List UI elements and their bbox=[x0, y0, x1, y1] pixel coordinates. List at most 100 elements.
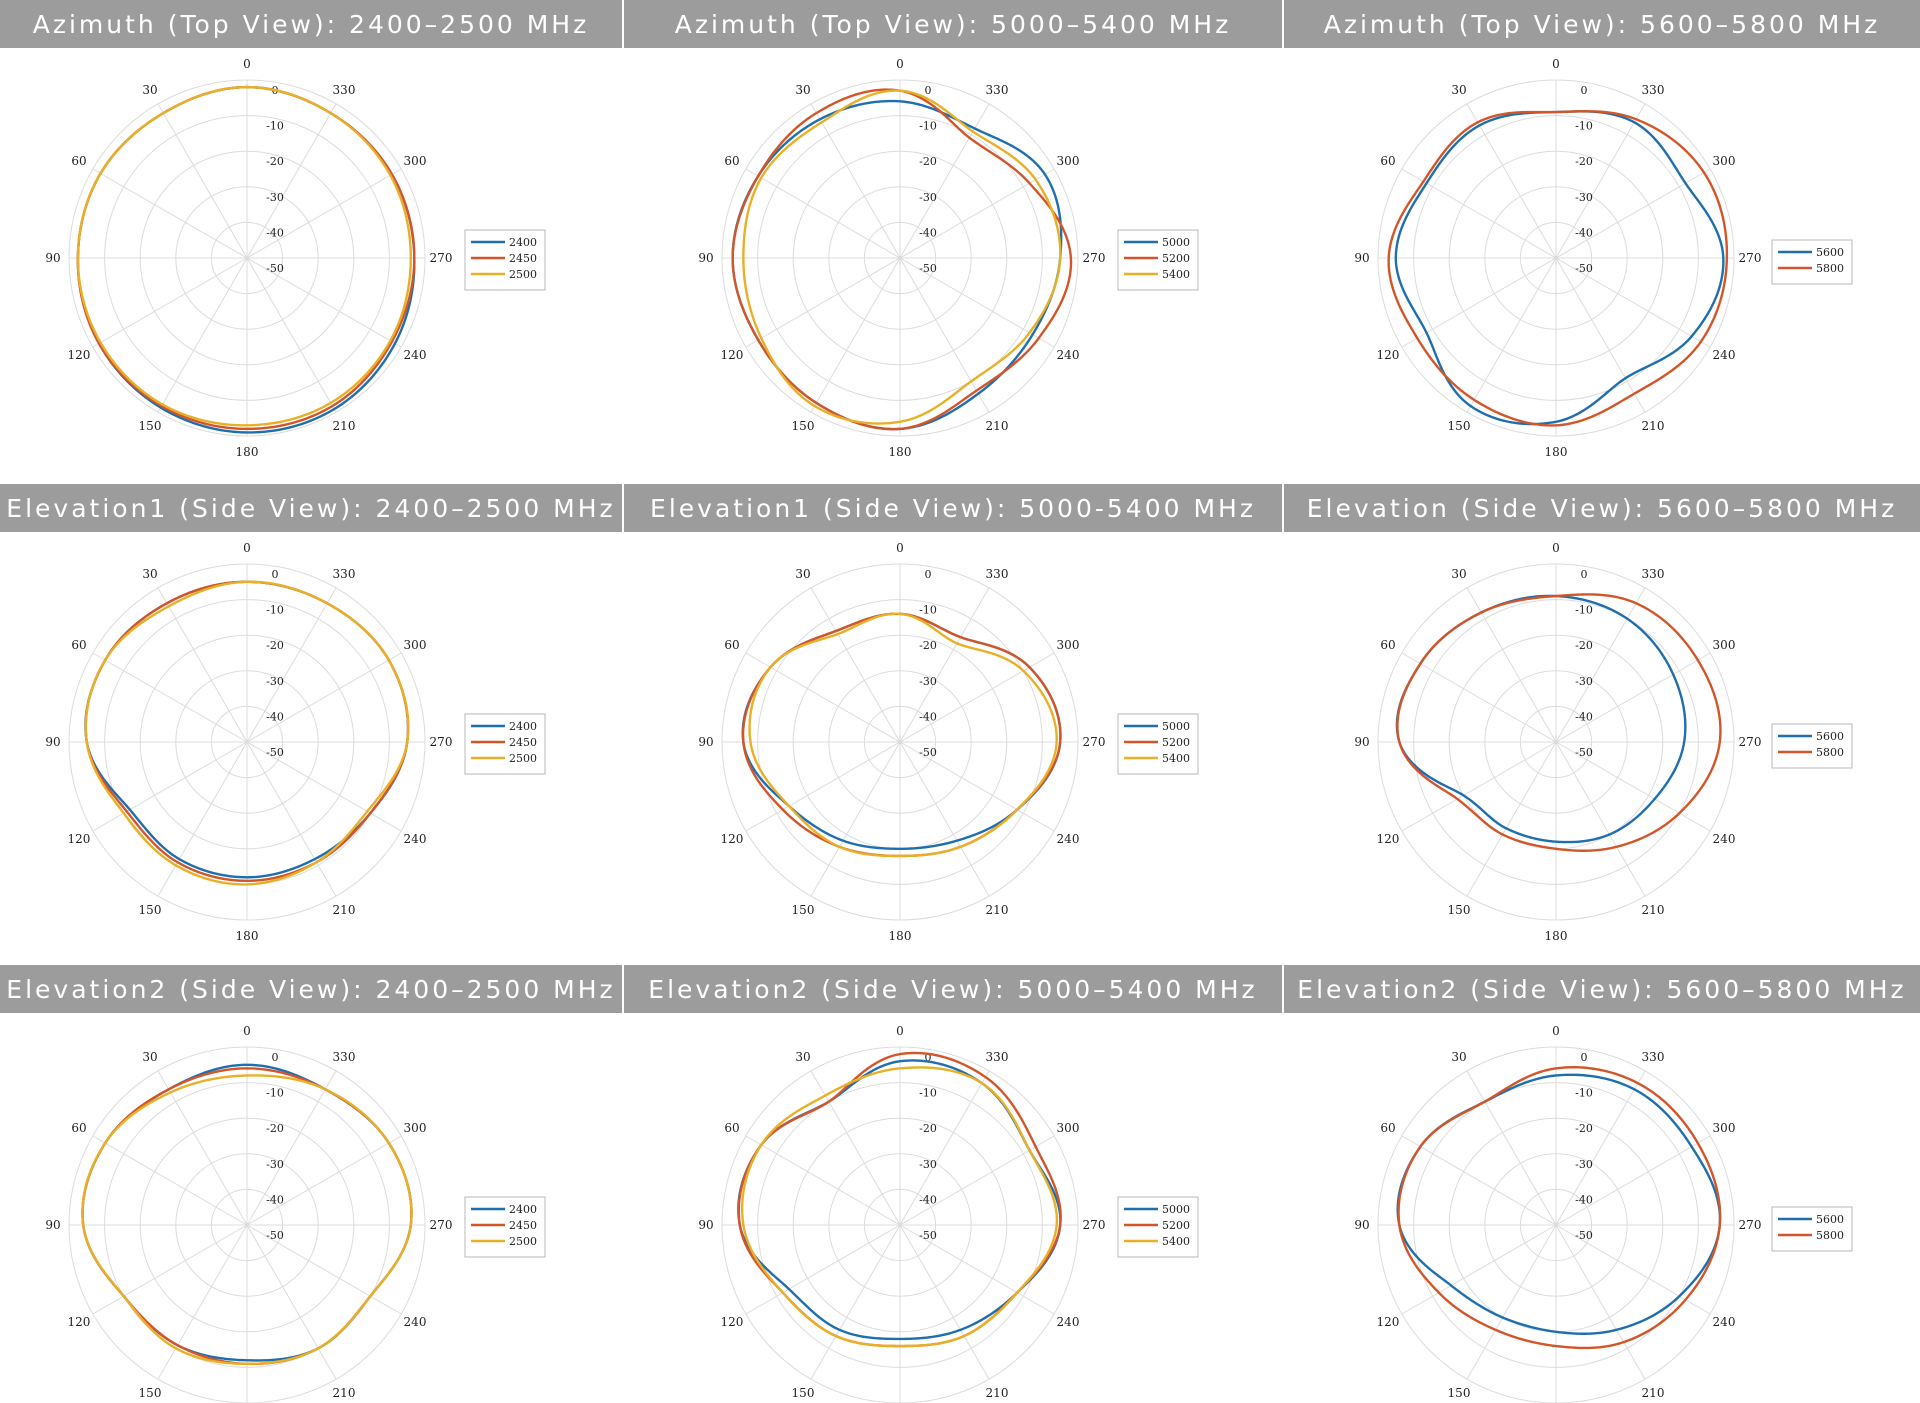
angle-tick-label: 180 bbox=[236, 445, 259, 459]
angular-grid-line bbox=[899, 1224, 990, 1380]
angular-grid-line bbox=[92, 652, 248, 743]
angle-tick-label: 150 bbox=[792, 419, 815, 433]
legend-label-2400: 2400 bbox=[509, 1203, 537, 1216]
angular-grid-line bbox=[810, 741, 901, 897]
angular-grid-line bbox=[899, 652, 1055, 743]
angular-grid-line bbox=[810, 1224, 901, 1380]
radial-tick-label: 0 bbox=[1581, 568, 1588, 581]
chart-title-elevation2-5000: Elevation2 (Side View): 5000–5400 MHz bbox=[624, 965, 1282, 1013]
radial-tick-label: 0 bbox=[272, 1051, 279, 1064]
angle-tick-label: 240 bbox=[404, 1315, 427, 1329]
radial-tick-label: -50 bbox=[266, 262, 284, 275]
angle-tick-label: 330 bbox=[986, 567, 1009, 581]
legend-box bbox=[1117, 1196, 1199, 1258]
radial-tick-label: -40 bbox=[1575, 226, 1593, 239]
radial-tick-label: -50 bbox=[1575, 1229, 1593, 1242]
angle-tick-label: 0 bbox=[1552, 57, 1560, 71]
angle-tick-label: 330 bbox=[1642, 1050, 1665, 1064]
angle-tick-label: 300 bbox=[1713, 638, 1736, 652]
angle-tick-label: 270 bbox=[430, 735, 453, 749]
radial-tick-label: -40 bbox=[919, 226, 937, 239]
angular-grid-line bbox=[1555, 1224, 1646, 1380]
series-line-5200 bbox=[731, 88, 1073, 431]
angular-grid-line bbox=[1401, 1224, 1557, 1315]
angular-grid-line bbox=[1466, 741, 1557, 897]
angular-grid-line bbox=[899, 741, 1055, 832]
radial-tick-label: 0 bbox=[1581, 84, 1588, 97]
angle-tick-label: 150 bbox=[1448, 1386, 1471, 1400]
angular-grid-line bbox=[899, 257, 990, 413]
polar-chart-2: 0 30 60 90 120 150 180 210 240 270 300 330 0 -10 -20 -3… bbox=[1354, 57, 1853, 459]
angle-tick-label: 150 bbox=[792, 1386, 815, 1400]
angular-grid-line bbox=[157, 587, 248, 743]
angular-grid-line bbox=[1466, 1070, 1557, 1226]
angular-grid-line bbox=[1555, 1135, 1711, 1226]
angle-tick-label: 330 bbox=[333, 1050, 356, 1064]
angular-grid-line bbox=[246, 1135, 402, 1226]
radial-tick-label: -10 bbox=[266, 1087, 284, 1100]
angle-tick-label: 330 bbox=[1642, 83, 1665, 97]
polar-chart-1: 0 30 60 90 120 150 180 210 240 270 300 330 0 -10 -20 -3… bbox=[698, 57, 1199, 459]
angle-tick-label: 270 bbox=[1739, 1218, 1762, 1232]
radial-tick-label: -20 bbox=[266, 639, 284, 652]
angle-tick-label: 150 bbox=[139, 1386, 162, 1400]
radial-tick-label: -20 bbox=[1575, 639, 1593, 652]
angle-tick-label: 90 bbox=[698, 1218, 713, 1232]
angular-grid-line bbox=[1401, 741, 1557, 832]
legend-label-2500: 2500 bbox=[509, 752, 537, 765]
angle-tick-label: 180 bbox=[1545, 445, 1568, 459]
angle-tick-label: 210 bbox=[333, 903, 356, 917]
legend: 2400 2450 2500 bbox=[464, 1196, 546, 1258]
radial-tick-label: -40 bbox=[919, 710, 937, 723]
radial-tick-label: -30 bbox=[919, 1158, 937, 1171]
radial-tick-label: -30 bbox=[919, 675, 937, 688]
angle-tick-label: 150 bbox=[1448, 903, 1471, 917]
angle-tick-label: 150 bbox=[1448, 419, 1471, 433]
angular-grid-line bbox=[1555, 741, 1646, 897]
angular-grid-line bbox=[899, 1070, 990, 1226]
series-line-2500 bbox=[81, 1074, 413, 1366]
legend-label-2400: 2400 bbox=[509, 236, 537, 249]
angle-tick-label: 300 bbox=[1057, 1121, 1080, 1135]
angle-tick-label: 30 bbox=[1451, 567, 1466, 581]
angle-tick-label: 30 bbox=[795, 567, 810, 581]
angle-tick-label: 120 bbox=[1377, 1315, 1400, 1329]
angle-tick-label: 150 bbox=[139, 419, 162, 433]
radial-tick-label: 0 bbox=[1581, 1051, 1588, 1064]
chart-title-azimuth-5600: Azimuth (Top View): 5600–5800 MHz bbox=[1284, 0, 1920, 48]
radial-tick-label: -10 bbox=[919, 120, 937, 133]
angular-grid-line bbox=[810, 587, 901, 743]
series-line-5800 bbox=[1397, 1066, 1722, 1350]
angular-grid-line bbox=[1401, 1135, 1557, 1226]
radial-tick-label: -30 bbox=[266, 191, 284, 204]
radial-tick-label: -40 bbox=[266, 710, 284, 723]
legend-label-5200: 5200 bbox=[1162, 252, 1190, 265]
angle-tick-label: 0 bbox=[243, 541, 251, 555]
chart-title-elevation-5600: Elevation (Side View): 5600–5800 MHz bbox=[1284, 484, 1920, 532]
angle-tick-label: 60 bbox=[1380, 1121, 1395, 1135]
radial-tick-label: -20 bbox=[919, 1122, 937, 1135]
radial-tick-label: -10 bbox=[919, 604, 937, 617]
radial-tick-label: -20 bbox=[1575, 155, 1593, 168]
angle-tick-label: 60 bbox=[71, 1121, 86, 1135]
angle-tick-label: 270 bbox=[1083, 1218, 1106, 1232]
angular-grid-line bbox=[157, 257, 248, 413]
series-line-5400 bbox=[740, 1066, 1059, 1348]
angular-grid-line bbox=[899, 587, 990, 743]
angle-tick-label: 0 bbox=[1552, 541, 1560, 555]
series-line-5800 bbox=[1387, 110, 1729, 427]
legend-label-2500: 2500 bbox=[509, 268, 537, 281]
angle-tick-label: 60 bbox=[71, 154, 86, 168]
angular-grid-line bbox=[1466, 103, 1557, 259]
angle-tick-label: 30 bbox=[1451, 1050, 1466, 1064]
angle-tick-label: 60 bbox=[71, 638, 86, 652]
angle-tick-label: 0 bbox=[896, 541, 904, 555]
angular-grid-line bbox=[1466, 257, 1557, 413]
angular-grid-line bbox=[745, 1135, 901, 1226]
angle-tick-label: 330 bbox=[1642, 567, 1665, 581]
angular-grid-line bbox=[92, 741, 248, 832]
legend-label-5800: 5800 bbox=[1816, 262, 1844, 275]
radial-tick-label: -50 bbox=[1575, 746, 1593, 759]
radial-tick-label: 0 bbox=[272, 568, 279, 581]
radial-tick-label: -50 bbox=[1575, 262, 1593, 275]
